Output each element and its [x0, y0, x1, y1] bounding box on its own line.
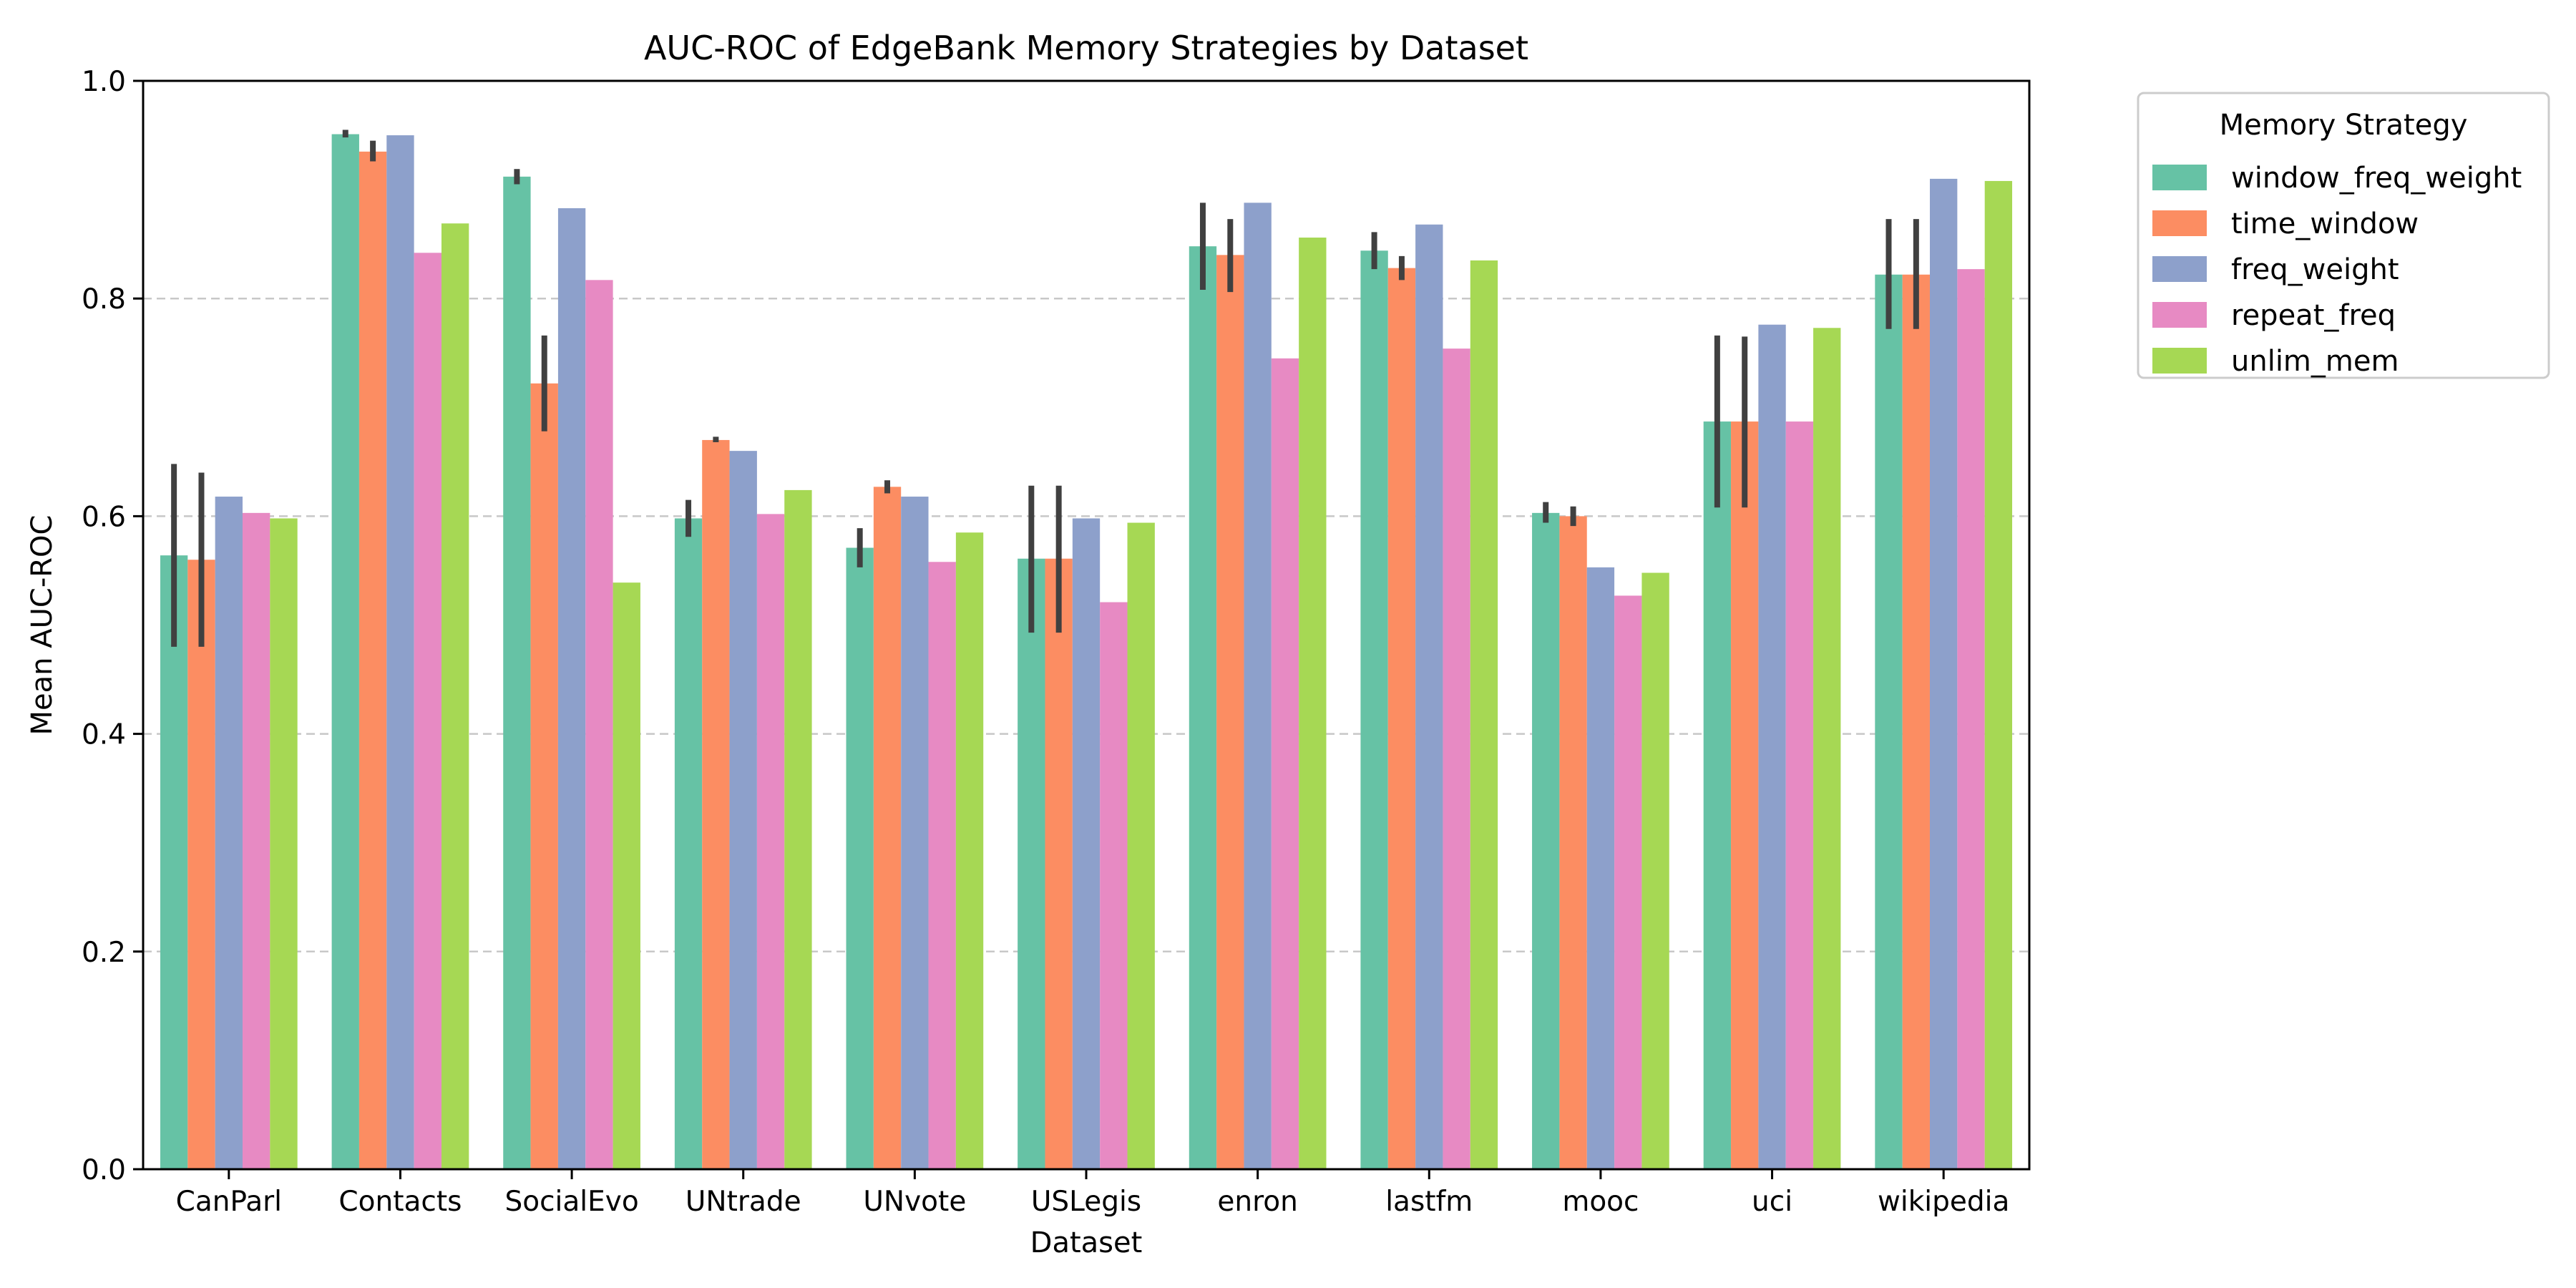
legend-box: [2137, 92, 2550, 379]
y-tick-label: 0.4: [82, 719, 126, 751]
x-tick-label: Contacts: [338, 1186, 462, 1218]
bar-unlim_mem-USLegis: [1127, 522, 1155, 1169]
bar-freq_weight-UNtrade: [729, 451, 757, 1169]
bar-window_freq_weight-uci: [1703, 421, 1732, 1169]
bar-freq_weight-UNvote: [901, 497, 929, 1169]
bar-unlim_mem-mooc: [1641, 572, 1669, 1169]
bar-time_window-UNvote: [873, 487, 902, 1169]
bar-time_window-UNtrade: [702, 439, 730, 1169]
legend-swatch-repeat_freq: [2152, 302, 2207, 328]
x-tick-label: USLegis: [1031, 1186, 1141, 1218]
legend-swatch-time_window: [2152, 210, 2207, 236]
y-tick-label: 0.2: [82, 937, 126, 969]
legend-label-freq_weight: freq_weight: [2231, 253, 2399, 286]
bar-repeat_freq-SocialEvo: [585, 280, 613, 1169]
y-axis-ticks: 0.0 0.2 0.4 0.6 0.8 1.0: [82, 66, 143, 1186]
bar-freq_weight-wikipedia: [1930, 178, 1958, 1169]
bar-repeat_freq-CanParl: [242, 512, 270, 1169]
bar-time_window-SocialEvo: [530, 383, 558, 1169]
bar-unlim_mem-enron: [1299, 238, 1327, 1170]
bar-window_freq_weight-enron: [1189, 246, 1217, 1169]
bar-time_window-wikipedia: [1902, 274, 1931, 1169]
bar-window_freq_weight-UNtrade: [674, 518, 703, 1169]
bar-window_freq_weight-SocialEvo: [503, 176, 531, 1169]
y-axis-label: Mean AUC-ROC: [26, 515, 59, 736]
x-tick-label: CanParl: [176, 1186, 282, 1218]
bar-freq_weight-SocialEvo: [557, 208, 586, 1169]
bar-repeat_freq-enron: [1271, 358, 1299, 1170]
bar-window_freq_weight-Contacts: [331, 134, 359, 1169]
bars: [160, 134, 2013, 1170]
x-tick-label: SocialEvo: [504, 1186, 638, 1218]
x-tick-label: enron: [1217, 1186, 1297, 1218]
bar-window_freq_weight-USLegis: [1018, 558, 1045, 1169]
bar-window_freq_weight-CanParl: [160, 555, 188, 1169]
y-tick-label: 0.0: [82, 1154, 126, 1186]
y-tick-label: 0.6: [82, 501, 126, 533]
legend-label-unlim_mem: unlim_mem: [2231, 345, 2399, 378]
bar-repeat_freq-UNtrade: [756, 514, 785, 1169]
bar-window_freq_weight-UNvote: [846, 547, 874, 1169]
bar-freq_weight-Contacts: [386, 135, 414, 1169]
bar-time_window-lastfm: [1387, 268, 1416, 1169]
bar-freq_weight-mooc: [1586, 567, 1615, 1169]
legend-label-window_freq_weight: window_freq_weight: [2231, 162, 2522, 195]
bar-repeat_freq-mooc: [1614, 595, 1642, 1169]
bar-freq_weight-CanParl: [215, 497, 243, 1169]
legend-title: Memory Strategy: [2220, 109, 2468, 142]
bar-freq_weight-uci: [1758, 324, 1786, 1170]
bar-freq_weight-USLegis: [1072, 518, 1101, 1169]
bar-time_window-CanParl: [187, 560, 215, 1169]
bar-repeat_freq-USLegis: [1100, 602, 1128, 1169]
bar-time_window-uci: [1731, 421, 1759, 1169]
bar-time_window-enron: [1216, 255, 1244, 1169]
bar-repeat_freq-uci: [1785, 421, 1814, 1169]
bar-unlim_mem-UNtrade: [784, 489, 812, 1169]
legend-items: window_freq_weight time_window freq_weight…: [2152, 162, 2522, 378]
bar-unlim_mem-uci: [1813, 328, 1841, 1170]
x-tick-label: lastfm: [1385, 1186, 1473, 1218]
x-tick-label: UNvote: [863, 1186, 966, 1218]
bar-unlim_mem-lastfm: [1470, 260, 1498, 1170]
legend: Memory Strategy window_freq_weight time_w…: [2137, 92, 2550, 379]
bar-unlim_mem-Contacts: [441, 223, 469, 1170]
bar-time_window-mooc: [1559, 516, 1587, 1169]
error-bars: [171, 130, 1919, 647]
bar-window_freq_weight-mooc: [1532, 512, 1560, 1169]
bar-unlim_mem-UNvote: [955, 532, 984, 1169]
bar-time_window-Contacts: [358, 151, 387, 1170]
legend-label-repeat_freq: repeat_freq: [2231, 299, 2396, 332]
legend-swatch-freq_weight: [2152, 256, 2207, 282]
bar-repeat_freq-wikipedia: [1957, 269, 1985, 1169]
bar-freq_weight-lastfm: [1415, 224, 1443, 1170]
bar-window_freq_weight-wikipedia: [1875, 274, 1903, 1169]
bar-repeat_freq-UNvote: [928, 562, 956, 1169]
x-tick-label: mooc: [1562, 1186, 1639, 1218]
y-tick-label: 0.8: [82, 283, 126, 316]
x-axis-ticks: CanParl Contacts SocialEvo UNtrade UNvote USL…: [176, 1169, 2009, 1218]
legend-label-time_window: time_window: [2231, 208, 2419, 240]
legend-swatch-window_freq_weight: [2152, 165, 2207, 190]
bar-freq_weight-enron: [1244, 203, 1272, 1169]
y-tick-label: 1.0: [82, 66, 126, 98]
x-axis-label: Dataset: [1030, 1226, 1143, 1259]
bar-unlim_mem-CanParl: [270, 518, 298, 1169]
bar-unlim_mem-wikipedia: [1984, 180, 2013, 1169]
legend-swatch-unlim_mem: [2152, 348, 2207, 374]
bar-repeat_freq-lastfm: [1443, 348, 1470, 1169]
x-tick-label: wikipedia: [1878, 1186, 2009, 1218]
bar-time_window-USLegis: [1045, 558, 1073, 1169]
x-tick-label: UNtrade: [686, 1186, 801, 1218]
bar-repeat_freq-Contacts: [414, 253, 441, 1169]
x-tick-label: uci: [1752, 1186, 1792, 1218]
bar-unlim_mem-SocialEvo: [613, 582, 640, 1169]
chart-title: AUC-ROC of EdgeBank Memory Strategies by…: [644, 29, 1528, 67]
bar-window_freq_weight-lastfm: [1360, 250, 1388, 1169]
